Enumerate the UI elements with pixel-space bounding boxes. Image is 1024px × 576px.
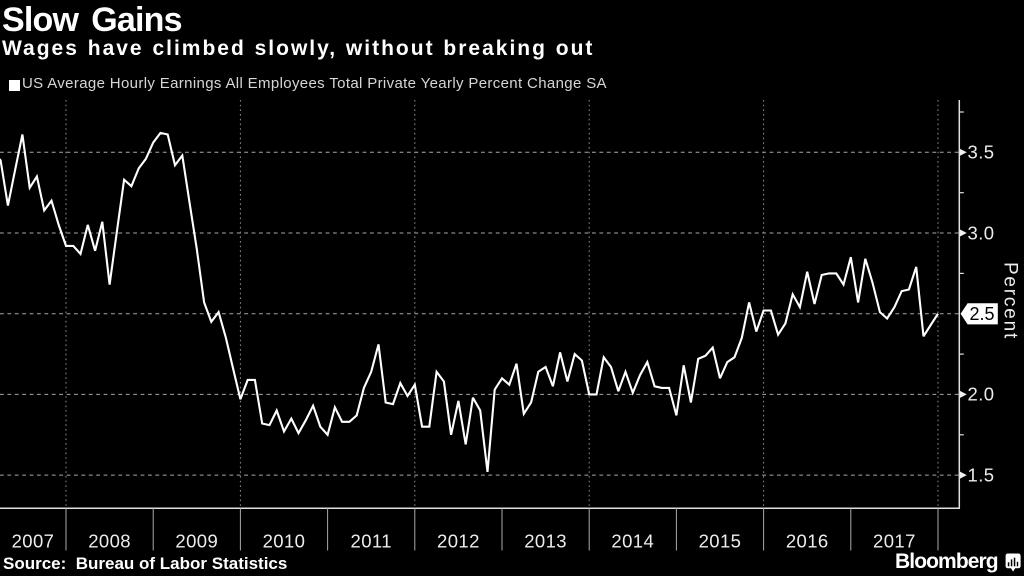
svg-text:3.0: 3.0 [968, 222, 995, 243]
svg-text:3.5: 3.5 [968, 142, 995, 163]
svg-text:2.0: 2.0 [968, 384, 995, 405]
svg-text:2008: 2008 [88, 531, 131, 552]
svg-text:2009: 2009 [175, 531, 218, 552]
svg-text:2017: 2017 [873, 531, 916, 552]
svg-text:2007: 2007 [12, 531, 55, 552]
svg-text:Percent: Percent [1000, 262, 1021, 340]
svg-text:2.5: 2.5 [970, 304, 995, 324]
svg-text:2016: 2016 [786, 531, 829, 552]
svg-text:1.5: 1.5 [968, 464, 995, 485]
svg-text:2010: 2010 [263, 531, 306, 552]
svg-text:2013: 2013 [524, 531, 567, 552]
svg-text:2014: 2014 [611, 531, 654, 552]
svg-text:2015: 2015 [699, 531, 742, 552]
svg-text:2011: 2011 [351, 531, 392, 552]
svg-text:2012: 2012 [437, 531, 480, 552]
